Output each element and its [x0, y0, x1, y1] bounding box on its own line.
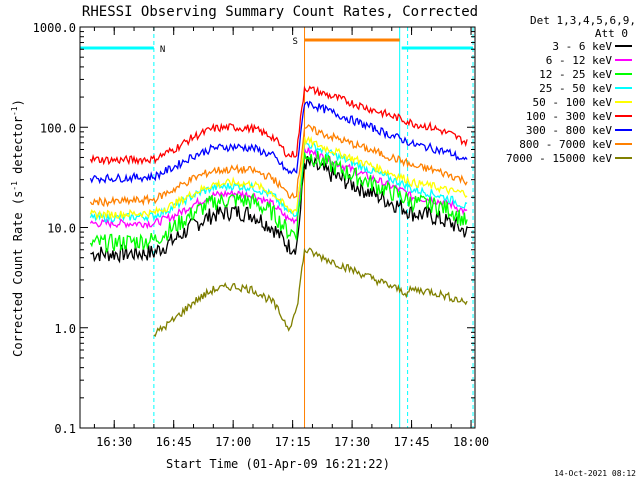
series-line [89, 135, 468, 221]
legend-label: 100 - 300 keV [526, 110, 612, 123]
legend-label: 12 - 25 keV [539, 68, 612, 81]
y-axis-label-sup1: -1 [10, 181, 19, 191]
y-tick-label: 10.0 [47, 222, 76, 236]
legend-label: 50 - 100 keV [533, 96, 613, 109]
x-axis: 16:30 16:45 17:00 17:15 17:30 17:45 18:00 [93, 27, 489, 449]
legend-label: 7000 - 15000 keV [506, 152, 612, 165]
legend-label: 300 - 800 keV [526, 124, 612, 137]
y-tick-label: 100.0 [40, 121, 76, 135]
legend-label: 800 - 7000 keV [519, 138, 612, 151]
flag-label: S [293, 37, 298, 47]
flag-label: N [160, 45, 165, 55]
series-line [89, 85, 468, 166]
x-tick-label: 18:00 [453, 435, 489, 449]
x-tick-label: 16:45 [156, 435, 192, 449]
y-axis: 0.1 1.0 10.0 100.0 1000.0 [33, 21, 475, 436]
legend-header-line2: Att 0 [595, 27, 628, 40]
series-line [89, 151, 468, 254]
x-tick-label: 17:15 [275, 435, 311, 449]
y-tick-label: 1000.0 [33, 21, 76, 35]
chart-title: RHESSI Observing Summary Count Rates, Co… [82, 4, 478, 20]
legend-header-line1: Det 1,3,4,5,6,9, [530, 14, 636, 27]
legend-label: 6 - 12 keV [546, 54, 613, 67]
timestamp: 14-Oct-2021 08:12 [554, 469, 636, 478]
y-axis-label: Corrected Count Rate (s-1 detector-1) [10, 99, 25, 357]
y-axis-label-mid: detector [11, 116, 25, 181]
x-tick-label: 16:30 [96, 435, 132, 449]
y-axis-label-sup2: -1 [10, 106, 19, 116]
x-axis-label: Start Time (01-Apr-09 16:21:22) [166, 457, 390, 471]
y-tick-label: 0.1 [54, 422, 76, 436]
series-lines [89, 85, 468, 338]
y-tick-label: 1.0 [54, 322, 76, 336]
x-tick-label: 17:45 [394, 435, 430, 449]
series-line [90, 156, 468, 264]
x-tick-label: 17:00 [215, 435, 251, 449]
series-line [89, 100, 468, 185]
y-axis-label-main: Corrected Count Rate (s [11, 191, 25, 357]
y-axis-label-end: ) [11, 99, 25, 106]
series-line [89, 147, 468, 230]
series-line [89, 124, 468, 208]
legend-label: 3 - 6 keV [552, 40, 612, 53]
x-tick-label: 17:30 [334, 435, 370, 449]
flag-bars: NS [80, 37, 474, 55]
series-line [89, 139, 468, 223]
legend-label: 25 - 50 keV [539, 82, 612, 95]
series-line [153, 247, 468, 338]
